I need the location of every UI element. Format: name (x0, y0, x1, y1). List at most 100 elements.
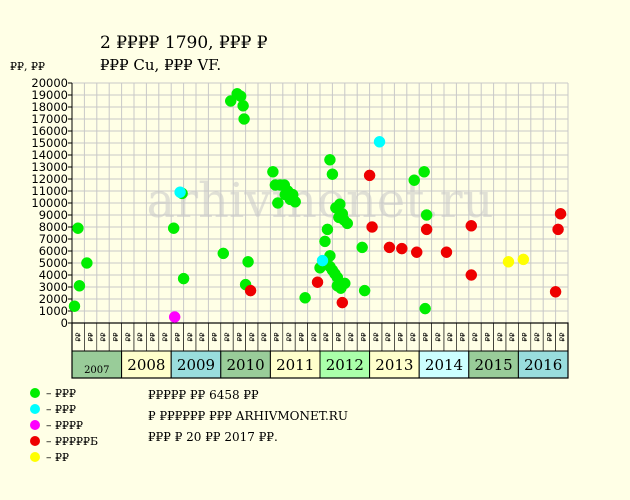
year-label: 2014 (425, 356, 463, 374)
footer-line-2: ₽ ₽₽₽₽₽₽ ₽₽₽ ARHIVMONET.RU (148, 409, 348, 423)
data-point (552, 223, 564, 236)
data-point (326, 168, 339, 180)
data-point (373, 136, 386, 148)
year-cell (369, 350, 420, 379)
half-year-label: ₽₽ (558, 332, 566, 341)
y-tick-label: 10000 (31, 196, 68, 210)
data-point (341, 217, 354, 230)
data-point (73, 280, 86, 292)
half-year-label: ₽₽ (100, 332, 108, 341)
year-label: 2012 (326, 356, 364, 374)
data-point (224, 95, 237, 107)
half-year-label: ₽₽ (397, 332, 405, 341)
legend-item: – ₽₽₽₽₽Б (30, 433, 98, 449)
data-point (72, 222, 84, 234)
half-year-label: ₽₽ (186, 332, 194, 341)
year-label: 2007 (84, 365, 109, 376)
legend-item: – ₽₽₽ (30, 385, 98, 401)
half-year-label: ₽₽ (236, 332, 244, 341)
half-year-label: ₽₽ (360, 332, 368, 341)
y-tick-label: 3000 (39, 280, 68, 294)
half-year-label: ₽₽ (310, 332, 318, 341)
y-tick-label: 6000 (39, 244, 68, 258)
legend-marker (30, 404, 40, 414)
x-axis-frame (71, 322, 569, 379)
legend: – ₽₽₽ – ₽₽₽ – ₽₽₽₽ – ₽₽₽₽₽Б – ₽₽ (30, 385, 98, 465)
half-year-label: ₽₽ (385, 332, 393, 341)
data-point (319, 235, 331, 248)
data-point (244, 284, 257, 297)
data-point (81, 257, 93, 269)
points-layer (68, 88, 567, 323)
half-year-label: ₽₽ (348, 332, 356, 341)
data-point (410, 246, 423, 258)
half-year-label: ₽₽ (286, 332, 294, 341)
half-year-label: ₽₽ (335, 332, 343, 341)
data-point (237, 100, 249, 112)
legend-label: – ₽₽₽₽ (46, 418, 83, 432)
year-label: 2013 (375, 356, 413, 374)
footer-notes: ₽₽₽₽₽ ₽₽ 6458 ₽₽ ₽ ₽₽₽₽₽₽ ₽₽₽ ARHIVMONET… (148, 385, 348, 448)
half-year-label: ₽₽ (174, 332, 182, 341)
y-tick-label: 13000 (31, 160, 68, 174)
data-point (68, 300, 81, 312)
y-tick-label: 17000 (31, 112, 68, 126)
y-axis-unit: ₽₽, ₽₽ (10, 60, 45, 73)
legend-label: – ₽₽₽ (46, 402, 76, 416)
data-point (334, 198, 346, 210)
half-year-label: ₽₽ (410, 332, 418, 341)
y-tick-label: 7000 (39, 232, 68, 246)
year-label: 2011 (276, 356, 314, 374)
footer-line-1: ₽₽₽₽₽ ₽₽ 6458 ₽₽ (148, 388, 259, 402)
year-cell (121, 350, 172, 379)
y-tick-label: 0 (61, 316, 68, 330)
year-label: 2008 (127, 356, 165, 374)
y-tick-label: 19000 (31, 88, 68, 102)
data-point (517, 253, 530, 266)
y-tick-label: 1000 (39, 304, 68, 318)
half-year-label: ₽₽ (211, 332, 219, 341)
y-tick-label: 14000 (31, 148, 68, 162)
half-year-label: ₽₽ (112, 332, 120, 341)
data-point (234, 90, 247, 102)
half-year-label: ₽₽ (459, 332, 467, 341)
half-year-label: ₽₽ (248, 332, 256, 341)
y-tick-label: 8000 (39, 220, 68, 234)
watermark-text: arhivmonet.ru (146, 173, 493, 229)
data-point (217, 247, 230, 260)
data-point (440, 246, 453, 258)
data-point (238, 113, 250, 125)
data-point (299, 292, 311, 304)
legend-item: – ₽₽₽₽ (30, 417, 98, 433)
legend-marker (30, 452, 40, 462)
half-year-label: ₽₽ (422, 332, 430, 341)
data-point (420, 209, 433, 221)
data-point (502, 256, 515, 268)
data-point (420, 223, 433, 236)
half-year-label: ₽₽ (87, 332, 95, 341)
year-label: 2009 (177, 356, 215, 374)
y-tick-label: 5000 (39, 256, 68, 270)
y-tick-label: 12000 (31, 172, 68, 186)
data-point (465, 220, 478, 232)
half-year-label: ₽₽ (434, 332, 442, 341)
data-point (408, 174, 420, 186)
year-cell (220, 350, 271, 379)
data-point (272, 197, 284, 209)
data-point (336, 296, 349, 309)
half-year-label: ₽₽ (546, 332, 554, 341)
data-point (324, 154, 336, 166)
half-year-label: ₽₽ (75, 332, 83, 341)
data-point (358, 284, 371, 297)
half-year-label: ₽₽ (447, 332, 455, 341)
legend-label: – ₽₽₽ (46, 386, 76, 400)
year-cell (319, 350, 371, 379)
year-label: 2010 (227, 356, 265, 374)
data-point (242, 256, 254, 268)
half-year-label: ₽₽ (472, 332, 480, 341)
half-year-label: ₽₽ (162, 332, 170, 341)
data-point (366, 221, 378, 233)
half-year-label: ₽₽ (137, 332, 145, 341)
data-point (356, 241, 368, 254)
